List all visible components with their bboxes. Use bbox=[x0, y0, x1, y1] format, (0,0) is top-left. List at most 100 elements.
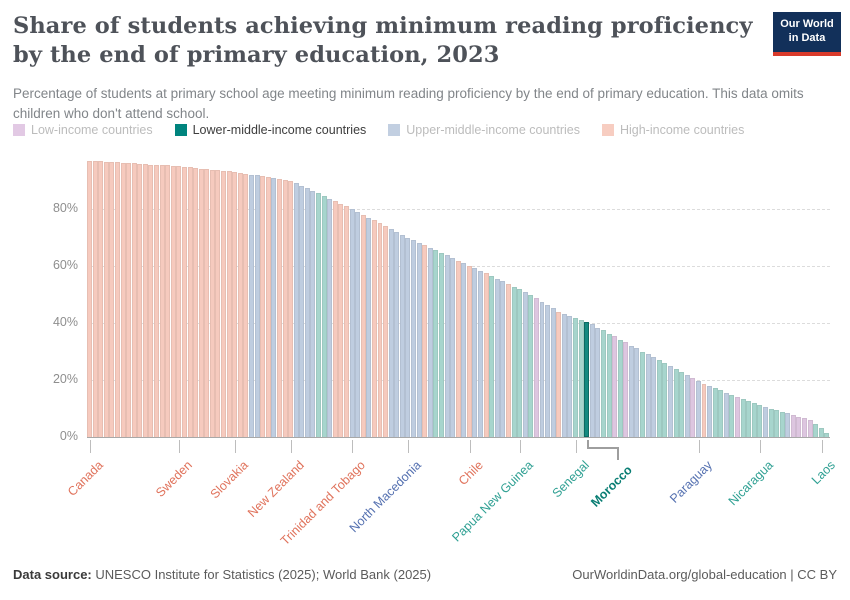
bar-country[interactable] bbox=[673, 369, 679, 437]
bar-country[interactable] bbox=[360, 214, 366, 437]
bar-country[interactable] bbox=[494, 278, 500, 437]
bar-country[interactable] bbox=[623, 342, 629, 437]
bar-country[interactable] bbox=[751, 403, 757, 437]
bar-country[interactable] bbox=[394, 231, 400, 437]
bar-country[interactable] bbox=[634, 348, 640, 437]
bar-country[interactable] bbox=[818, 428, 824, 437]
bar-country[interactable] bbox=[181, 166, 187, 437]
bar-country[interactable] bbox=[254, 175, 260, 437]
bar-country[interactable] bbox=[684, 375, 690, 437]
bar-country[interactable] bbox=[316, 193, 322, 437]
legend-item-low-income[interactable]: Low-income countries bbox=[13, 123, 153, 137]
bar-country[interactable] bbox=[640, 351, 646, 437]
bar-country[interactable] bbox=[757, 405, 763, 437]
bar-country[interactable] bbox=[455, 260, 461, 437]
bar-country[interactable] bbox=[444, 255, 450, 437]
bar-country[interactable] bbox=[304, 188, 310, 437]
bar-country[interactable] bbox=[204, 169, 210, 437]
bar-country[interactable] bbox=[422, 245, 428, 437]
bar-country[interactable] bbox=[405, 237, 411, 437]
bar-country[interactable] bbox=[209, 169, 215, 437]
bar-country[interactable] bbox=[556, 311, 562, 437]
bar-country[interactable] bbox=[438, 252, 444, 437]
bar-country[interactable] bbox=[137, 163, 143, 437]
bar-country[interactable] bbox=[461, 263, 467, 437]
bar-country[interactable] bbox=[790, 415, 796, 437]
x-axis-label-sweden[interactable]: Sweden bbox=[153, 458, 196, 500]
bar-country[interactable] bbox=[667, 366, 673, 437]
bar-country[interactable] bbox=[522, 291, 528, 437]
bar-country[interactable] bbox=[98, 161, 104, 437]
bar-country[interactable] bbox=[511, 286, 517, 437]
bar-country[interactable] bbox=[701, 383, 707, 437]
bar-country[interactable] bbox=[628, 345, 634, 437]
bar-country[interactable] bbox=[332, 201, 338, 437]
bar-country[interactable] bbox=[505, 283, 511, 437]
x-axis-label-paraguay[interactable]: Paraguay bbox=[666, 458, 715, 506]
bar-country[interactable] bbox=[427, 247, 433, 437]
bar-country[interactable] bbox=[545, 305, 551, 437]
bar-country[interactable] bbox=[695, 381, 701, 437]
bar-country[interactable] bbox=[617, 339, 623, 437]
bar-country[interactable] bbox=[176, 166, 182, 437]
bar-country[interactable] bbox=[595, 327, 601, 437]
x-axis-label-morocco[interactable]: Morocco bbox=[588, 463, 635, 510]
bar-country[interactable] bbox=[109, 161, 115, 437]
bar-country[interactable] bbox=[399, 234, 405, 437]
bar-country[interactable] bbox=[215, 170, 221, 437]
bar-country[interactable] bbox=[662, 363, 668, 437]
bar-country[interactable] bbox=[321, 196, 327, 437]
x-axis-label-nicaragua[interactable]: Nicaragua bbox=[725, 458, 777, 509]
bar-country[interactable] bbox=[433, 250, 439, 437]
bar-country[interactable] bbox=[567, 315, 573, 437]
bar-morocco-highlighted[interactable] bbox=[584, 321, 590, 437]
bar-country[interactable] bbox=[735, 396, 740, 437]
bar-country[interactable] bbox=[651, 357, 657, 437]
bar-country[interactable] bbox=[366, 217, 372, 437]
bar-country[interactable] bbox=[561, 313, 567, 437]
bar-country[interactable] bbox=[114, 162, 120, 437]
bar-country[interactable] bbox=[824, 432, 830, 437]
bar-country[interactable] bbox=[148, 164, 154, 437]
owid-logo[interactable]: Our World in Data bbox=[773, 12, 841, 56]
bar-country[interactable] bbox=[265, 177, 271, 437]
bar-country[interactable] bbox=[232, 171, 238, 437]
x-axis-label-canada[interactable]: Canada bbox=[64, 458, 106, 499]
bar-country[interactable] bbox=[221, 170, 227, 437]
bar-country[interactable] bbox=[131, 163, 137, 437]
bar-country[interactable] bbox=[746, 401, 752, 437]
bar-country[interactable] bbox=[243, 173, 249, 437]
bar-country[interactable] bbox=[589, 324, 595, 437]
bar-country[interactable] bbox=[310, 190, 316, 437]
bar-country[interactable] bbox=[740, 399, 746, 437]
bar-country[interactable] bbox=[656, 360, 662, 437]
bar-country[interactable] bbox=[87, 160, 92, 437]
bar-country[interactable] bbox=[377, 223, 383, 437]
bar-country[interactable] bbox=[723, 392, 729, 437]
bar-country[interactable] bbox=[293, 183, 299, 437]
x-axis-label-chile[interactable]: Chile bbox=[455, 458, 486, 489]
bar-country[interactable] bbox=[288, 180, 294, 437]
bar-country[interactable] bbox=[355, 211, 361, 437]
bar-country[interactable] bbox=[762, 406, 768, 437]
bar-country[interactable] bbox=[483, 273, 489, 437]
bar-country[interactable] bbox=[165, 165, 171, 437]
legend-item-high-income[interactable]: High-income countries bbox=[601, 123, 744, 137]
bar-country[interactable] bbox=[528, 295, 534, 437]
bar-country[interactable] bbox=[796, 416, 802, 437]
bar-country[interactable] bbox=[802, 418, 808, 437]
bar-country[interactable] bbox=[718, 390, 724, 437]
x-axis-label-slovakia[interactable]: Slovakia bbox=[207, 458, 251, 502]
bar-country[interactable] bbox=[327, 198, 333, 437]
bar-country[interactable] bbox=[276, 178, 282, 437]
bar-country[interactable] bbox=[813, 424, 819, 437]
bar-country[interactable] bbox=[338, 203, 344, 437]
bar-country[interactable] bbox=[768, 408, 774, 437]
bar-country[interactable] bbox=[500, 281, 506, 437]
bar-country[interactable] bbox=[612, 336, 618, 437]
owid-url-license[interactable]: OurWorldinData.org/global-education | CC… bbox=[572, 567, 837, 582]
bar-country[interactable] bbox=[450, 258, 456, 437]
bar-country[interactable] bbox=[472, 268, 478, 437]
bar-country[interactable] bbox=[573, 317, 578, 437]
bar-country[interactable] bbox=[478, 270, 484, 437]
